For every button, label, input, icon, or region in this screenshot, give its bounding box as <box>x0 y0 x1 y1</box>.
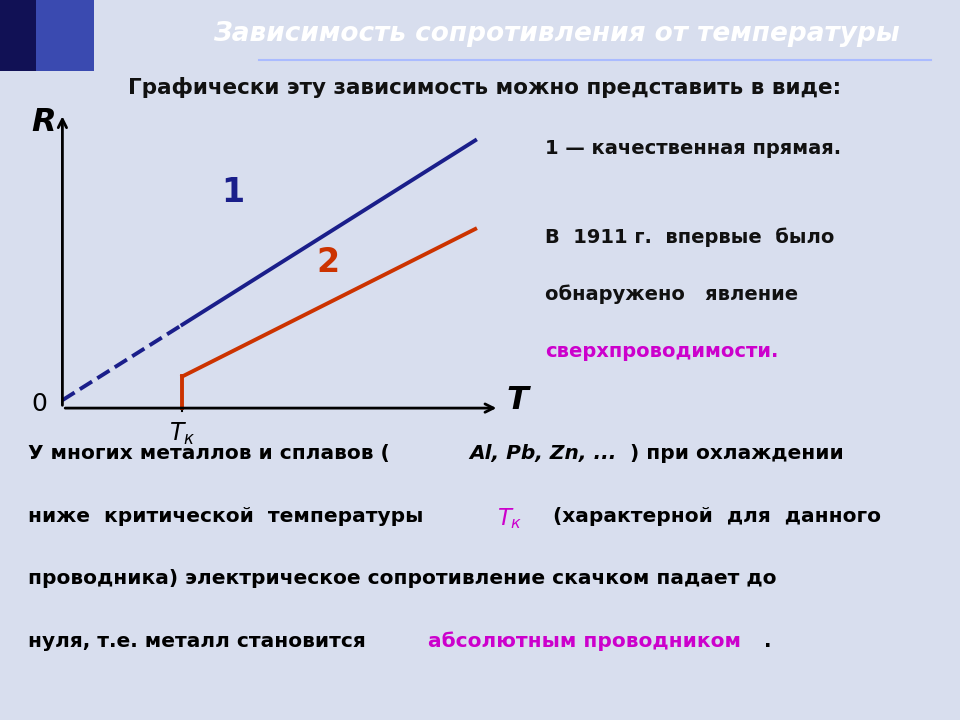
Text: 1: 1 <box>221 176 244 210</box>
Text: $T_к$: $T_к$ <box>29 719 56 720</box>
Text: .: . <box>764 631 771 651</box>
Text: ниже  критической  температуры: ниже критической температуры <box>29 506 438 526</box>
Text: $T_к$: $T_к$ <box>496 506 522 531</box>
Text: 1 — качественная прямая.: 1 — качественная прямая. <box>545 139 841 158</box>
Text: для металлов составляет 1−20 К.: для металлов составляет 1−20 К. <box>96 719 492 720</box>
Text: Графически эту зависимость можно представить в виде:: Графически эту зависимость можно предста… <box>129 76 841 98</box>
Text: абсолютным проводником: абсолютным проводником <box>428 631 741 651</box>
Text: У многих металлов и сплавов (: У многих металлов и сплавов ( <box>29 444 390 463</box>
Text: сверхпроводимости.: сверхпроводимости. <box>545 341 779 361</box>
Text: проводника) электрическое сопротивление скачком падает до: проводника) электрическое сопротивление … <box>29 569 777 588</box>
Text: T: T <box>507 385 528 416</box>
Text: $T_к$: $T_к$ <box>169 420 196 447</box>
Bar <box>36 0 94 71</box>
Text: 2: 2 <box>317 246 340 279</box>
Text: Al, Pb, Zn, ...: Al, Pb, Zn, ... <box>468 444 616 463</box>
Text: ) при охлаждении: ) при охлаждении <box>630 444 844 463</box>
Text: нуля, т.е. металл становится: нуля, т.е. металл становится <box>29 631 373 651</box>
Text: В  1911 г.  впервые  было: В 1911 г. впервые было <box>545 228 834 247</box>
Bar <box>0 0 36 71</box>
Text: 0: 0 <box>31 392 47 416</box>
Text: Зависимость сопротивления от температуры: Зависимость сопротивления от температуры <box>213 21 900 47</box>
Text: R: R <box>31 107 56 138</box>
Text: (характерной  для  данного: (характерной для данного <box>546 506 881 526</box>
Text: обнаружено   явление: обнаружено явление <box>545 284 798 304</box>
